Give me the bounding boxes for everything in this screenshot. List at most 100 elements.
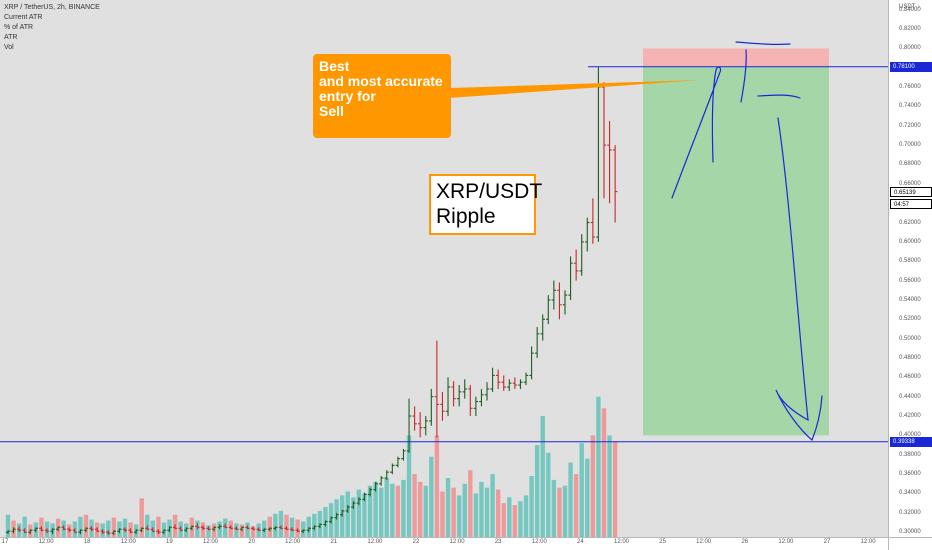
time-tick-label: 27 bbox=[823, 539, 831, 545]
candle bbox=[540, 314, 545, 341]
candle bbox=[462, 379, 467, 399]
legend-indicator-pct-atr[interactable]: % of ATR bbox=[4, 24, 34, 31]
volume-bar bbox=[585, 458, 590, 537]
volume-bar bbox=[345, 491, 350, 537]
volume-bar bbox=[456, 495, 462, 537]
price-tag[interactable]: 0.65139 bbox=[890, 187, 932, 198]
candle bbox=[406, 398, 412, 453]
legend-indicator-vol[interactable]: Vol bbox=[4, 44, 14, 51]
volume-bar bbox=[5, 514, 11, 537]
volume-bar bbox=[495, 489, 501, 537]
candle bbox=[234, 526, 239, 531]
stop-loss-zone[interactable] bbox=[643, 48, 829, 67]
take-profit-zone[interactable] bbox=[643, 66, 829, 436]
candle bbox=[601, 82, 607, 199]
candle bbox=[579, 234, 584, 276]
volume-bar bbox=[601, 408, 607, 537]
candle bbox=[390, 463, 395, 475]
candle bbox=[184, 527, 189, 533]
volume-bar bbox=[562, 485, 568, 537]
candle bbox=[89, 526, 94, 532]
candle bbox=[195, 523, 200, 530]
volume-bar bbox=[484, 487, 490, 537]
candle bbox=[373, 481, 378, 492]
time-tick-label: 12:00 bbox=[613, 539, 630, 545]
candle bbox=[5, 530, 11, 535]
time-tick-label: 24 bbox=[577, 539, 584, 545]
chart-canvas[interactable] bbox=[0, 0, 888, 537]
volume-bar bbox=[534, 445, 540, 537]
volume-bar bbox=[273, 513, 278, 537]
time-tick-label: 20 bbox=[248, 539, 255, 545]
time-tick-label: 12:00 bbox=[778, 539, 794, 545]
volume-bar bbox=[111, 517, 117, 537]
candle bbox=[189, 525, 195, 531]
symbol-title-box[interactable]: XRP/USDT Ripple bbox=[429, 174, 542, 235]
volume-bar bbox=[429, 456, 434, 537]
time-tick-label: 12:00 bbox=[367, 539, 383, 545]
candle bbox=[507, 379, 512, 391]
candle bbox=[612, 145, 618, 223]
volume-bar bbox=[384, 477, 389, 537]
price-scale-currency[interactable]: USDT ↓ bbox=[899, 4, 920, 10]
candle bbox=[445, 377, 451, 417]
candle bbox=[523, 372, 529, 386]
candle bbox=[334, 512, 339, 520]
drawn-arrow-down bbox=[775, 117, 823, 441]
volume-bar bbox=[568, 462, 573, 537]
time-tick-label: 18 bbox=[83, 539, 91, 545]
time-tick-label: 12:00 bbox=[202, 539, 219, 545]
price-tag[interactable]: 0.39338 bbox=[890, 436, 932, 447]
candle bbox=[200, 525, 206, 531]
volume-bar bbox=[423, 485, 428, 537]
position-tool[interactable] bbox=[643, 48, 829, 436]
volume-bar bbox=[417, 481, 423, 537]
price-scale[interactable]: USDT ↓ 0.840000.820000.800000.780000.760… bbox=[888, 0, 932, 537]
title-box-name: Ripple bbox=[436, 205, 496, 228]
horizontal-lines[interactable] bbox=[0, 66, 888, 443]
candle bbox=[256, 527, 261, 532]
candle bbox=[100, 529, 105, 535]
candle bbox=[395, 456, 401, 468]
volume-bar bbox=[518, 501, 523, 537]
candle bbox=[44, 528, 50, 534]
chart-legend[interactable]: XRP / TetherUS, 2h, BINANCE Current ATR … bbox=[4, 3, 100, 53]
price-tick-label: 0.56000 bbox=[899, 277, 921, 284]
volume-bar bbox=[306, 516, 311, 537]
candle bbox=[61, 525, 66, 531]
candle bbox=[139, 527, 144, 533]
candle bbox=[306, 527, 311, 533]
volume-bar bbox=[83, 514, 89, 537]
price-tick-label: 0.60000 bbox=[899, 238, 921, 245]
time-tick-label: 12:00 bbox=[38, 539, 54, 545]
time-scale[interactable]: 17 12:00 18 12:00 19 12:00 20 12:00 21 12:00 22 12:… bbox=[0, 537, 888, 550]
legend-indicator-atr[interactable]: ATR bbox=[4, 34, 18, 41]
time-tick-label: 12:00 bbox=[860, 539, 876, 545]
entry-callout[interactable]: Best and most accurate entry for Sell bbox=[313, 54, 451, 138]
candle bbox=[284, 526, 289, 531]
candle bbox=[262, 528, 267, 533]
volume-bar bbox=[267, 516, 272, 537]
legend-indicator-current-atr[interactable]: Current ATR bbox=[4, 14, 43, 21]
candle bbox=[94, 527, 100, 533]
candle bbox=[356, 497, 362, 506]
price-tick-label: 0.30000 bbox=[899, 529, 921, 536]
price-tick-label: 0.36000 bbox=[899, 471, 921, 478]
candle bbox=[278, 525, 284, 530]
volume-bar bbox=[378, 487, 384, 537]
hand-drawn-arrows[interactable] bbox=[671, 41, 823, 441]
price-tick-label: 0.74000 bbox=[899, 103, 921, 110]
candle bbox=[28, 529, 33, 535]
price-tag[interactable]: 04:57 bbox=[890, 198, 932, 209]
price-tick-label: 0.50000 bbox=[899, 335, 921, 342]
price-tick-label: 0.80000 bbox=[899, 45, 921, 52]
chart-area[interactable]: XRP / TetherUS, 2h, BINANCE Current ATR … bbox=[0, 0, 888, 537]
candle bbox=[67, 527, 72, 533]
price-tag[interactable]: 0.78100 bbox=[890, 61, 932, 72]
candle bbox=[50, 528, 55, 535]
callout-line: entry for bbox=[319, 88, 376, 104]
volume-bar bbox=[284, 514, 289, 537]
candle bbox=[273, 526, 278, 531]
volume-bar bbox=[590, 435, 596, 537]
candle bbox=[412, 406, 417, 431]
